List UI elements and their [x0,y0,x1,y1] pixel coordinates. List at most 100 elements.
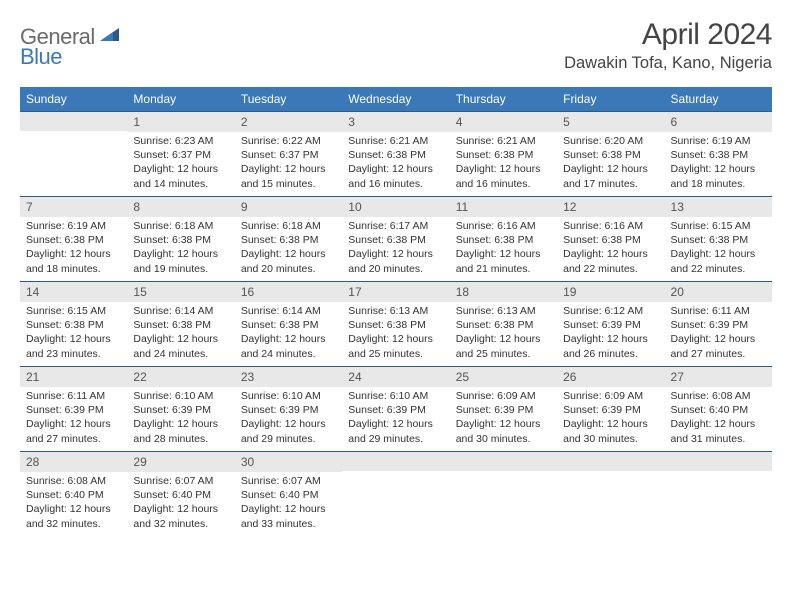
day-line: Sunset: 6:39 PM [671,318,766,332]
day-number: 28 [20,452,127,472]
day-number: 17 [342,282,449,302]
day-line: Daylight: 12 hours and 29 minutes. [241,417,336,445]
day-number: 25 [450,367,557,387]
day-number: 22 [127,367,234,387]
calendar-cell: 30Sunrise: 6:07 AMSunset: 6:40 PMDayligh… [235,452,342,537]
day-line: Sunset: 6:38 PM [133,233,228,247]
day-line: Sunrise: 6:15 AM [26,304,121,318]
day-line: Sunrise: 6:14 AM [241,304,336,318]
day-line: Sunrise: 6:13 AM [456,304,551,318]
day-line: Daylight: 12 hours and 30 minutes. [456,417,551,445]
day-header: Monday [127,87,234,112]
day-body: Sunrise: 6:15 AMSunset: 6:38 PMDaylight:… [665,217,772,280]
day-body: Sunrise: 6:12 AMSunset: 6:39 PMDaylight:… [557,302,664,365]
day-number [665,452,772,471]
calendar-cell: 11Sunrise: 6:16 AMSunset: 6:38 PMDayligh… [450,197,557,282]
calendar-cell: 29Sunrise: 6:07 AMSunset: 6:40 PMDayligh… [127,452,234,537]
calendar-cell: 25Sunrise: 6:09 AMSunset: 6:39 PMDayligh… [450,367,557,452]
day-line: Sunrise: 6:17 AM [348,219,443,233]
day-line: Daylight: 12 hours and 18 minutes. [671,162,766,190]
calendar-cell [557,452,664,537]
day-line: Sunrise: 6:19 AM [671,134,766,148]
day-body [342,471,449,477]
day-line: Daylight: 12 hours and 25 minutes. [348,332,443,360]
day-line: Sunrise: 6:15 AM [671,219,766,233]
day-line: Sunset: 6:40 PM [133,488,228,502]
day-body: Sunrise: 6:19 AMSunset: 6:38 PMDaylight:… [20,217,127,280]
day-line: Daylight: 12 hours and 23 minutes. [26,332,121,360]
title-block: April 2024 Dawakin Tofa, Kano, Nigeria [564,18,772,73]
day-line: Daylight: 12 hours and 20 minutes. [241,247,336,275]
day-body: Sunrise: 6:07 AMSunset: 6:40 PMDaylight:… [127,472,234,535]
calendar-cell [20,112,127,197]
day-body: Sunrise: 6:11 AMSunset: 6:39 PMDaylight:… [665,302,772,365]
day-line: Daylight: 12 hours and 24 minutes. [133,332,228,360]
day-line: Sunset: 6:39 PM [348,403,443,417]
day-line: Daylight: 12 hours and 32 minutes. [26,502,121,530]
day-number: 13 [665,197,772,217]
calendar-cell: 2Sunrise: 6:22 AMSunset: 6:37 PMDaylight… [235,112,342,197]
day-line: Sunset: 6:39 PM [563,403,658,417]
calendar-week: 28Sunrise: 6:08 AMSunset: 6:40 PMDayligh… [20,452,772,537]
day-line: Daylight: 12 hours and 30 minutes. [563,417,658,445]
day-number: 9 [235,197,342,217]
day-line: Sunset: 6:38 PM [456,233,551,247]
day-body: Sunrise: 6:11 AMSunset: 6:39 PMDaylight:… [20,387,127,450]
day-number: 11 [450,197,557,217]
day-line: Daylight: 12 hours and 26 minutes. [563,332,658,360]
day-number: 3 [342,112,449,132]
calendar-cell: 20Sunrise: 6:11 AMSunset: 6:39 PMDayligh… [665,282,772,367]
day-line: Sunrise: 6:12 AM [563,304,658,318]
day-line: Sunset: 6:40 PM [671,403,766,417]
calendar-cell: 28Sunrise: 6:08 AMSunset: 6:40 PMDayligh… [20,452,127,537]
calendar-week: 7Sunrise: 6:19 AMSunset: 6:38 PMDaylight… [20,197,772,282]
day-line: Daylight: 12 hours and 22 minutes. [671,247,766,275]
day-line: Daylight: 12 hours and 28 minutes. [133,417,228,445]
calendar-cell [665,452,772,537]
day-line: Sunset: 6:39 PM [241,403,336,417]
calendar-cell: 1Sunrise: 6:23 AMSunset: 6:37 PMDaylight… [127,112,234,197]
day-body [557,471,664,477]
day-body: Sunrise: 6:19 AMSunset: 6:38 PMDaylight:… [665,132,772,195]
calendar-cell [342,452,449,537]
day-body: Sunrise: 6:07 AMSunset: 6:40 PMDaylight:… [235,472,342,535]
day-line: Sunrise: 6:10 AM [133,389,228,403]
day-header-row: Sunday Monday Tuesday Wednesday Thursday… [20,87,772,112]
day-number [342,452,449,471]
calendar-cell: 9Sunrise: 6:18 AMSunset: 6:38 PMDaylight… [235,197,342,282]
calendar-cell: 12Sunrise: 6:16 AMSunset: 6:38 PMDayligh… [557,197,664,282]
day-line: Daylight: 12 hours and 27 minutes. [26,417,121,445]
day-line: Daylight: 12 hours and 21 minutes. [456,247,551,275]
calendar-cell: 23Sunrise: 6:10 AMSunset: 6:39 PMDayligh… [235,367,342,452]
page: General April 2024 Dawakin Tofa, Kano, N… [0,0,792,557]
day-body [665,471,772,477]
day-number: 24 [342,367,449,387]
calendar-cell: 6Sunrise: 6:19 AMSunset: 6:38 PMDaylight… [665,112,772,197]
day-line: Sunset: 6:39 PM [133,403,228,417]
day-number: 7 [20,197,127,217]
calendar-cell: 21Sunrise: 6:11 AMSunset: 6:39 PMDayligh… [20,367,127,452]
day-line: Daylight: 12 hours and 14 minutes. [133,162,228,190]
day-line: Daylight: 12 hours and 18 minutes. [26,247,121,275]
day-line: Sunset: 6:38 PM [26,233,121,247]
day-line: Sunset: 6:40 PM [241,488,336,502]
day-line: Daylight: 12 hours and 29 minutes. [348,417,443,445]
day-header: Friday [557,87,664,112]
day-body: Sunrise: 6:13 AMSunset: 6:38 PMDaylight:… [450,302,557,365]
day-body: Sunrise: 6:08 AMSunset: 6:40 PMDaylight:… [20,472,127,535]
day-body: Sunrise: 6:18 AMSunset: 6:38 PMDaylight:… [235,217,342,280]
calendar-cell: 15Sunrise: 6:14 AMSunset: 6:38 PMDayligh… [127,282,234,367]
day-line: Sunset: 6:37 PM [133,148,228,162]
day-number: 6 [665,112,772,132]
calendar-cell [450,452,557,537]
day-line: Daylight: 12 hours and 20 minutes. [348,247,443,275]
day-number: 1 [127,112,234,132]
day-header: Saturday [665,87,772,112]
day-body: Sunrise: 6:09 AMSunset: 6:39 PMDaylight:… [450,387,557,450]
logo-sail-icon [99,26,121,49]
day-number [557,452,664,471]
day-line: Sunrise: 6:11 AM [671,304,766,318]
day-number: 4 [450,112,557,132]
calendar-cell: 18Sunrise: 6:13 AMSunset: 6:38 PMDayligh… [450,282,557,367]
calendar-week: 1Sunrise: 6:23 AMSunset: 6:37 PMDaylight… [20,112,772,197]
